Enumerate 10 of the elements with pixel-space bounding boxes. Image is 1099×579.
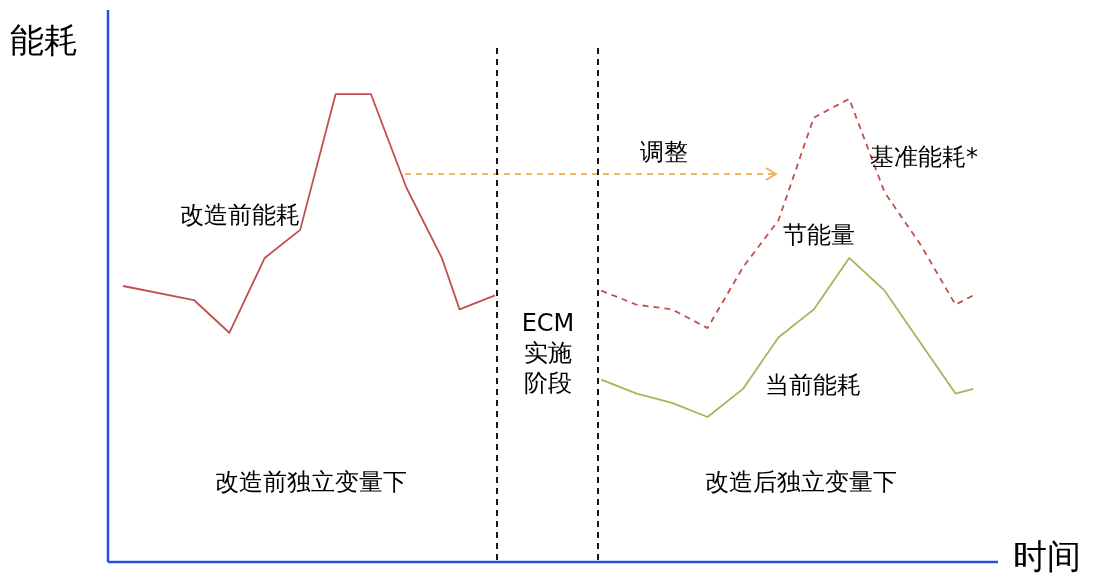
y-axis-title: 能耗 xyxy=(10,20,78,60)
annotation: 改造前独立变量下 xyxy=(215,467,407,498)
annotation: 改造后独立变量下 xyxy=(705,467,897,498)
annotation: 调整 xyxy=(640,137,688,168)
series-label: 基准能耗* xyxy=(870,142,978,173)
series-label: 改造前能耗 xyxy=(180,200,300,231)
series-label: 当前能耗 xyxy=(765,370,861,401)
annotation: 节能量 xyxy=(783,220,855,251)
x-axis-title: 时间 xyxy=(1013,536,1081,576)
annotation: ECM实施阶段 xyxy=(520,308,576,398)
